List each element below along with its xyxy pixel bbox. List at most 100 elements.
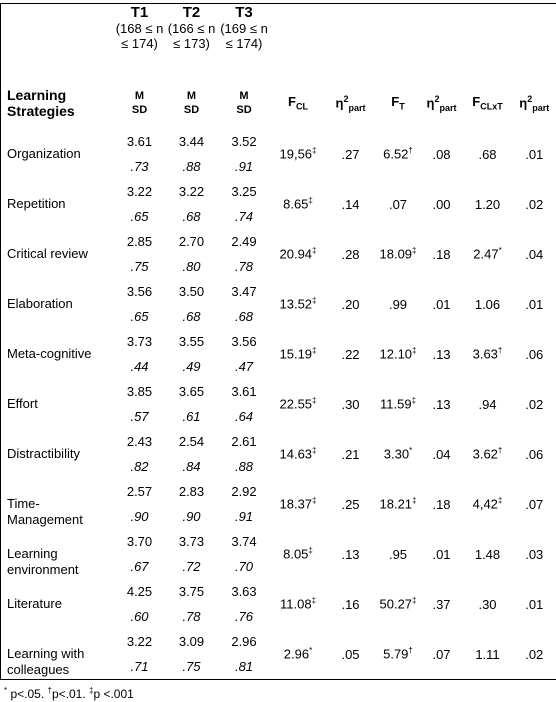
stat-header: FCLxT (463, 77, 513, 129)
stat-symbol: F (391, 94, 400, 110)
stat-cell: .01 (432, 546, 451, 562)
sd-row: .73 .88 .91 (1, 154, 556, 179)
sd-row: .71 .75 .81 (1, 654, 556, 680)
stat-cell: 1.20 (474, 196, 501, 212)
stat-cell: .01 (525, 596, 544, 612)
stat-sub: part (439, 102, 457, 113)
stat-symbol: η (519, 94, 528, 110)
sd-label: SD (236, 104, 252, 116)
sd-row: .67 .72 .70 (1, 554, 556, 579)
mean-cell: 3.75 (178, 584, 205, 599)
header-cell: M SD (114, 77, 166, 129)
mean-row: Learning environment 3.70 3.73 3.74 8.05‡ .13… (1, 529, 556, 577)
mean-cell: 3.55 (178, 334, 205, 349)
stat-cell: .16 (341, 596, 360, 612)
group-label: T3 (235, 4, 253, 21)
header-cell (463, 4, 513, 78)
mean-cell: 2.85 (126, 234, 153, 249)
sd-row: .65 .68 .68 (1, 304, 556, 329)
stat-cell: .07 (388, 196, 408, 212)
header-cell: M SD (166, 77, 218, 129)
mean-cell: 3.47 (231, 284, 257, 299)
stat-cell: 22.55‡ (279, 396, 317, 412)
sd-cell: .81 (234, 659, 254, 674)
stat-cell: 3.30* (383, 446, 413, 462)
sd-cell: .88 (234, 459, 254, 474)
mean-cell: 2.43 (126, 434, 153, 449)
stat-cell: .28 (341, 246, 360, 262)
mean-cell: 3.52 (231, 134, 257, 149)
strategy-name: Learning environment (7, 546, 79, 577)
sd-row: .75 .80 .78 (1, 254, 556, 279)
header-row: Learning Strategies M SD M SD M SD FCL η2part FT η… (1, 77, 556, 129)
stat-cell: .02 (525, 196, 544, 212)
mean-cell: 3.61 (231, 384, 257, 399)
stat-header: FCL (271, 77, 326, 129)
mean-cell: 3.50 (178, 284, 205, 299)
mean-cell: 2.54 (178, 434, 205, 449)
sd-cell: .80 (182, 259, 201, 274)
strategy-name: Literature (7, 596, 62, 611)
mean-cell: 3.85 (126, 384, 153, 399)
stat-cell: 18.21‡ (379, 496, 417, 512)
results-table: T1 (168 ≤ n ≤ 174) T2 (166 ≤ n ≤ 173) T3 (169… (0, 3, 556, 680)
mean-cell: 3.61 (126, 134, 153, 149)
sd-cell: .73 (130, 159, 149, 174)
sd-cell: .47 (234, 359, 254, 374)
stat-cell: .05 (341, 646, 360, 662)
strategy-name: Repetition (7, 196, 66, 211)
strategy-name: Elaboration (7, 296, 73, 311)
mean-cell: 2.57 (126, 484, 153, 499)
sd-cell: .84 (182, 459, 201, 474)
stat-cell: .25 (341, 496, 360, 512)
table-body: T1 (168 ≤ n ≤ 174) T2 (166 ≤ n ≤ 173) T3 (169… (1, 4, 556, 680)
sd-cell: .61 (182, 409, 201, 424)
header-cell: T2 (166 ≤ n ≤ 173) (166, 4, 218, 78)
stat-sub: CL (295, 101, 308, 112)
header-cell (326, 4, 376, 78)
mean-cell: 2.70 (178, 234, 205, 249)
strategy-name: Meta-cognitive (7, 346, 92, 361)
stat-cell: .14 (341, 196, 360, 212)
mean-cell: 3.63 (231, 584, 257, 599)
sd-cell: .76 (234, 609, 254, 624)
mean-row: Effort 3.85 3.65 3.61 22.55‡ .30 11.59‡ .13 .94.… (1, 379, 556, 412)
stat-cell: .95 (388, 546, 408, 562)
stat-cell: 18.37‡ (279, 496, 317, 512)
strategy-name: Effort (7, 396, 38, 411)
sd-cell: .65 (130, 309, 149, 324)
mean-cell: 3.56 (126, 284, 153, 299)
sd-cell: .82 (130, 459, 149, 474)
stat-cell: 3.62† (472, 446, 503, 462)
stat-cell: 2.96* (283, 646, 313, 662)
stat-cell: .94 (478, 396, 497, 412)
stat-cell: 1.48 (474, 546, 501, 562)
stat-cell: .30 (341, 396, 360, 412)
stat-cell: .06 (525, 346, 544, 362)
mean-cell: 2.96 (231, 634, 257, 649)
stat-cell: .00 (432, 196, 451, 212)
stat-cell: .08 (432, 146, 451, 162)
sd-cell: .60 (130, 609, 149, 624)
sd-cell: .78 (182, 609, 201, 624)
mean-row: Repetition 3.22 3.22 3.25 8.65‡ .14 .07 .00 1.20… (1, 179, 556, 212)
stat-symbol: F (472, 94, 481, 110)
stat-cell: 4,42‡ (472, 496, 503, 512)
sd-cell: .57 (130, 409, 149, 424)
stat-symbol: η (426, 94, 435, 110)
mean-cell: 3.70 (126, 534, 153, 549)
stat-cell: .27 (341, 146, 360, 162)
group-n: (169 ≤ n ≤ 174) (220, 21, 268, 51)
mean-cell: 3.09 (178, 634, 205, 649)
sd-row: .57 .61 .64 (1, 404, 556, 429)
sd-cell: .68 (182, 309, 201, 324)
group-label: T2 (182, 4, 201, 21)
mean-cell: 4.25 (126, 584, 153, 599)
stat-cell: 12.10‡ (379, 346, 417, 362)
mean-cell: 2.92 (231, 484, 257, 499)
stat-cell: 1.11 (475, 646, 500, 662)
header-cell (513, 4, 556, 78)
mean-cell: 3.44 (178, 134, 205, 149)
sd-row: .65 .68 .74 (1, 204, 556, 229)
